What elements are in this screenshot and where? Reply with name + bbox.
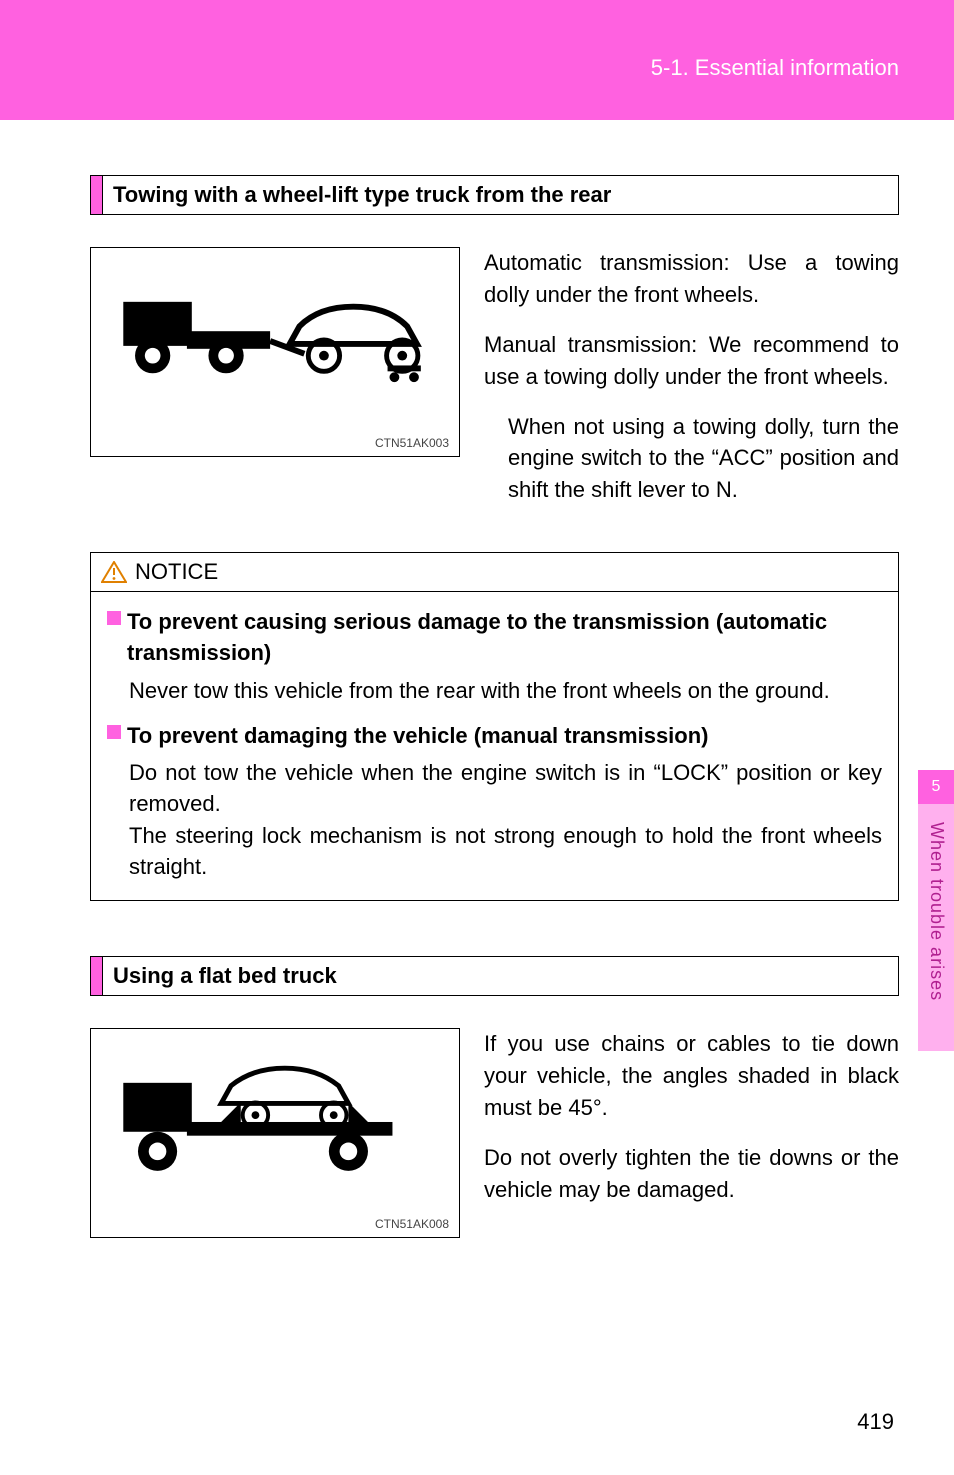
sec2-para-2: Do not overly tighten the tie downs or t…	[484, 1142, 899, 1206]
section-2-description: If you use chains or cables to tie down …	[484, 1028, 899, 1238]
notice-title-text: NOTICE	[135, 559, 218, 585]
notice-item-2-text-a: Do not tow the vehicle when the engine s…	[129, 760, 882, 816]
warning-triangle-icon	[101, 561, 127, 583]
notice-item-2-text-b: The steering lock mechanism is not stron…	[129, 823, 882, 879]
notice-item-1-title-text: To prevent causing serious damage to the…	[127, 606, 882, 668]
sec1-para-3: When not using a towing dolly, turn the …	[484, 411, 899, 507]
header-section-label: 5-1. Essential information	[651, 55, 899, 81]
notice-item-2-title-text: To prevent damaging the vehicle (manual …	[127, 720, 709, 751]
page-number: 419	[857, 1409, 894, 1435]
bullet-square-icon	[107, 611, 121, 625]
figure-2-box: CTN51AK008	[90, 1028, 460, 1238]
side-chapter-tab: 5 When trouble arises	[918, 770, 954, 1051]
heading-accent-bar	[91, 957, 103, 995]
side-chapter-number: 5	[918, 770, 954, 804]
sec1-para-2: Manual transmission: We recommend to use…	[484, 329, 899, 393]
side-chapter-label: When trouble arises	[918, 804, 954, 1051]
notice-box: NOTICE To prevent causing serious damage…	[90, 552, 899, 901]
notice-title-row: NOTICE	[91, 553, 898, 592]
page-body: Towing with a wheel-lift type truck from…	[0, 175, 954, 1238]
notice-item-1-title: To prevent causing serious damage to the…	[107, 606, 882, 668]
section-2-title: Using a flat bed truck	[103, 957, 347, 995]
bullet-square-icon	[107, 725, 121, 739]
section-2-heading: Using a flat bed truck	[90, 956, 899, 996]
section-1-title: Towing with a wheel-lift type truck from…	[103, 176, 621, 214]
notice-item-2-text: Do not tow the vehicle when the engine s…	[107, 757, 882, 882]
figure-1-code: CTN51AK003	[375, 436, 449, 450]
notice-item-1-text: Never tow this vehicle from the rear wit…	[107, 675, 882, 706]
notice-body: To prevent causing serious damage to the…	[91, 592, 898, 900]
header-band: 5-1. Essential information	[0, 0, 954, 120]
towing-truck-rear-icon	[91, 248, 459, 414]
notice-item-2-title: To prevent damaging the vehicle (manual …	[107, 720, 882, 751]
figure-2-code: CTN51AK008	[375, 1217, 449, 1231]
figure-1-box: CTN51AK003	[90, 247, 460, 457]
section-1-content: CTN51AK003 Automatic transmission: Use a…	[90, 247, 899, 524]
section-2-content: CTN51AK008 If you use chains or cables t…	[90, 1028, 899, 1238]
sec1-para-1: Automatic transmission: Use a towing dol…	[484, 247, 899, 311]
section-1-heading: Towing with a wheel-lift type truck from…	[90, 175, 899, 215]
heading-accent-bar	[91, 176, 103, 214]
section-1-description: Automatic transmission: Use a towing dol…	[484, 247, 899, 524]
flat-bed-truck-icon	[91, 1029, 459, 1195]
sec2-para-1: If you use chains or cables to tie down …	[484, 1028, 899, 1124]
